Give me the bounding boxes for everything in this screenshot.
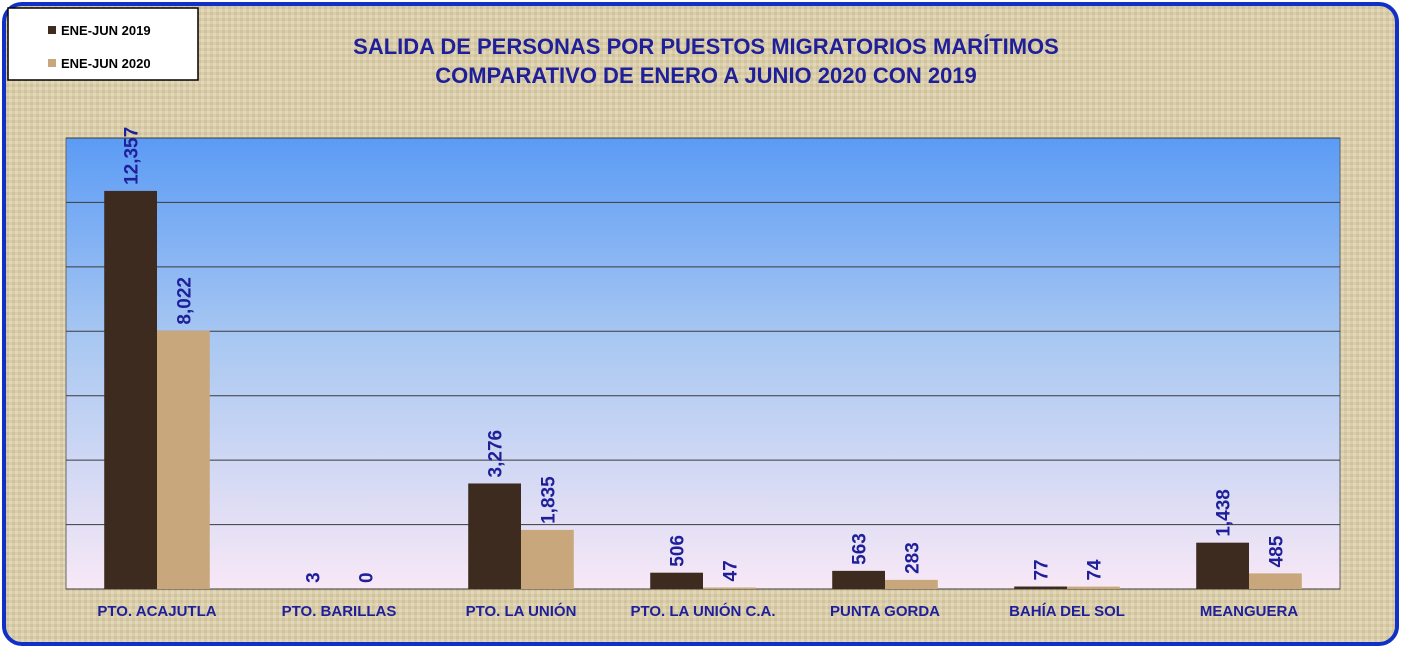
legend-label: ENE-JUN 2020 bbox=[61, 56, 151, 71]
chart-subtitle: COMPARATIVO DE ENERO A JUNIO 2020 CON 20… bbox=[435, 63, 977, 88]
value-label: 283 bbox=[902, 542, 923, 574]
value-label: 12,357 bbox=[122, 127, 143, 185]
value-label: 3,276 bbox=[486, 430, 507, 478]
bar bbox=[885, 579, 938, 589]
value-label: 0 bbox=[356, 572, 377, 583]
value-label: 77 bbox=[1032, 559, 1053, 580]
value-label: 8,022 bbox=[174, 277, 195, 325]
bar bbox=[703, 587, 756, 589]
value-label: 47 bbox=[720, 560, 741, 581]
bar bbox=[1249, 573, 1302, 589]
value-label: 506 bbox=[668, 535, 689, 567]
bar bbox=[1196, 542, 1249, 589]
plot-layer: PTO. ACAJUTLA PTO. BARILLAS PTO. LA UNIÓN P… bbox=[66, 127, 1340, 620]
bar bbox=[1014, 586, 1067, 589]
plot-area bbox=[65, 137, 1341, 590]
value-label: 74 bbox=[1084, 559, 1105, 581]
bar bbox=[104, 190, 157, 589]
value-label: 3 bbox=[304, 572, 325, 583]
bar bbox=[468, 483, 521, 589]
bar bbox=[1067, 586, 1120, 589]
bar bbox=[832, 570, 885, 589]
value-label: 563 bbox=[850, 533, 871, 565]
legend-label: ENE-JUN 2019 bbox=[61, 23, 151, 38]
x-tick-label: BAHÍA DEL SOL bbox=[1009, 603, 1125, 620]
legend-swatch bbox=[48, 59, 56, 67]
value-label: 1,438 bbox=[1214, 489, 1235, 537]
x-tick-label: PTO. LA UNIÓN C.A. bbox=[630, 602, 775, 620]
bar bbox=[157, 330, 210, 589]
legend-box bbox=[7, 7, 199, 81]
x-tick-label: PUNTA GORDA bbox=[830, 603, 940, 620]
bar bbox=[521, 529, 574, 589]
value-label: 1,835 bbox=[538, 476, 559, 524]
x-tick-label: PTO. BARILLAS bbox=[282, 603, 397, 620]
chart-title: SALIDA DE PERSONAS POR PUESTOS MIGRATORI… bbox=[353, 34, 1059, 59]
x-tick-label: MEANGUERA bbox=[1200, 603, 1299, 620]
bar bbox=[650, 572, 703, 589]
x-tick-label: PTO. LA UNIÓN bbox=[466, 602, 577, 620]
value-label: 485 bbox=[1266, 535, 1287, 567]
legend-swatch bbox=[48, 26, 56, 34]
x-tick-label: PTO. ACAJUTLA bbox=[97, 603, 216, 620]
